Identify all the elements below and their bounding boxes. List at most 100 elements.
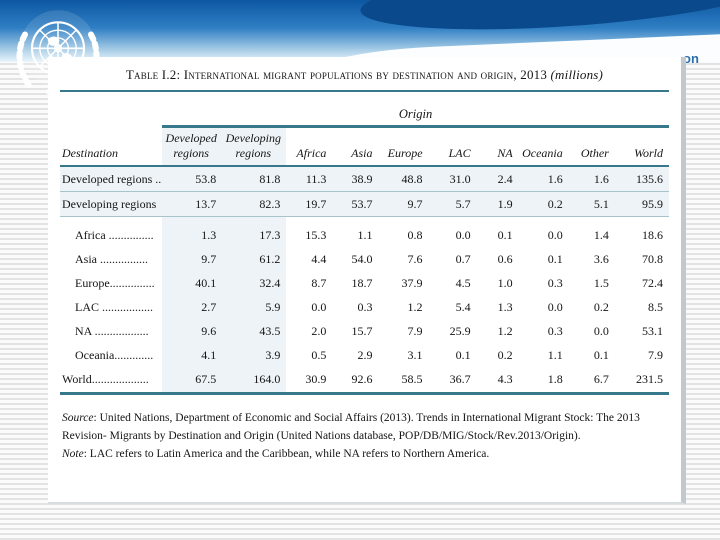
cell: 7.6 [407, 252, 423, 266]
cell: 0.7 [455, 252, 471, 266]
cell: 5.4 [455, 300, 471, 314]
table-row: Europe............... 40.1 32.4 8.7 18.7 37.9… [60, 271, 669, 296]
cell: 9.6 [162, 319, 223, 344]
row-label: Developed regions .. [60, 166, 163, 192]
cell: 18.6 [642, 228, 663, 242]
cell: 3.1 [407, 348, 423, 362]
cell: 135.6 [614, 166, 669, 192]
cell: 53.8 [162, 166, 223, 192]
table-title: Table I.2: International migrant populat… [60, 67, 669, 83]
cell: 11.3 [286, 166, 333, 192]
cell: 0.0 [593, 324, 609, 338]
row-label: LAC ................. [75, 300, 153, 314]
cell: 0.1 [455, 348, 471, 362]
cell: 67.5 [162, 367, 223, 395]
note-text: : LAC refers to Latin America and the Ca… [83, 448, 490, 461]
table-row: Oceania............. 4.1 3.9 0.5 2.9 3.1 0.1 0.… [60, 343, 669, 368]
table-title-main: Table I.2: International migrant populat… [125, 67, 548, 82]
cell: 2.9 [357, 348, 373, 362]
column-header-row: Destination Developed regions Developing … [60, 126, 669, 167]
cell: 5.9 [222, 295, 287, 320]
column-header: Africa [286, 126, 333, 167]
source-text: : United Nations, Department of Economic… [62, 411, 640, 442]
cell: 1.6 [568, 166, 615, 192]
cell: 0.1 [547, 252, 563, 266]
column-header: World [614, 126, 669, 167]
cell: 58.5 [378, 367, 429, 395]
cell: 17.3 [222, 216, 287, 248]
cell: 53.7 [332, 191, 379, 217]
cell: 15.3 [305, 228, 327, 242]
table-row: NA .................. 9.6 43.5 2.0 15.7 7.9 25… [60, 319, 669, 344]
cell: 2.4 [476, 166, 519, 192]
table-title-units: (millions) [550, 67, 604, 82]
cell: 31.0 [428, 166, 477, 192]
cell: 9.7 [162, 247, 223, 272]
cell: 81.8 [222, 166, 287, 192]
cell: 0.0 [547, 228, 563, 242]
top-banner [0, 0, 720, 62]
cell: 7.9 [407, 324, 423, 338]
column-header: Developed regions [162, 126, 223, 167]
cell: 48.8 [378, 166, 429, 192]
cell: 43.5 [222, 319, 287, 344]
cell: 30.9 [286, 367, 333, 395]
cell: 1.3 [497, 300, 513, 314]
cell: 0.0 [547, 300, 563, 314]
cell: 54.0 [351, 252, 373, 266]
column-header: Other [568, 126, 615, 167]
origin-spacer [60, 106, 162, 127]
cell: 4.4 [311, 252, 327, 266]
cell: 0.3 [357, 300, 373, 314]
cell: 7.9 [648, 348, 663, 362]
cell: 4.1 [162, 343, 223, 368]
slide-heading-partial: on [683, 51, 699, 66]
cell: 8.7 [311, 276, 327, 290]
cell: 3.9 [222, 343, 287, 368]
cell: 0.5 [311, 348, 327, 362]
cell: 2.0 [311, 324, 327, 338]
cell: 19.7 [286, 191, 333, 217]
cell: 0.8 [407, 228, 423, 242]
column-header: LAC [428, 126, 477, 167]
cell: 0.6 [497, 252, 513, 266]
cell: 95.9 [614, 191, 669, 217]
cell: 37.9 [401, 276, 423, 290]
cell: 0.3 [547, 276, 563, 290]
cell: 0.0 [455, 228, 471, 242]
column-header: Asia [332, 126, 379, 167]
cell: 53.1 [642, 324, 663, 338]
cell: 231.5 [614, 367, 669, 395]
banner-dark-curve [358, 0, 720, 41]
cell: 15.7 [351, 324, 373, 338]
origin-row: Origin [60, 106, 669, 128]
cell: 1.1 [547, 348, 563, 362]
cell: 36.7 [428, 367, 477, 395]
cell: 0.2 [593, 300, 609, 314]
cell: 5.7 [428, 191, 477, 217]
cell: 82.3 [222, 191, 287, 217]
cell: 6.7 [568, 367, 615, 395]
cell: 1.0 [497, 276, 513, 290]
cell: 1.6 [518, 166, 569, 192]
cell: 70.8 [642, 252, 663, 266]
cell: 1.4 [593, 228, 609, 242]
table-row: Developed regions .. 53.8 81.8 11.3 38.9 48.8… [60, 166, 669, 192]
cell: 18.7 [351, 276, 373, 290]
column-header: Developing regions [222, 126, 287, 167]
row-label: Developing regions [60, 191, 163, 217]
table-row: Africa ............... 1.3 17.3 15.3 1.1 0.8 0… [60, 216, 669, 248]
cell: 61.2 [222, 247, 287, 272]
cell: 9.7 [378, 191, 429, 217]
column-header: NA [476, 126, 519, 167]
cell: 40.1 [162, 271, 223, 296]
cell: 5.1 [568, 191, 615, 217]
table-row: LAC ................. 2.7 5.9 0.0 0.3 1.2 5.4 1… [60, 295, 669, 320]
cell: 1.9 [476, 191, 519, 217]
cell: 3.6 [593, 252, 609, 266]
cell: 1.8 [518, 367, 569, 395]
destination-header: Destination [60, 126, 163, 167]
table-row: World................... 67.5 164.0 30.9 92.… [60, 367, 669, 395]
cell: 8.5 [648, 300, 663, 314]
